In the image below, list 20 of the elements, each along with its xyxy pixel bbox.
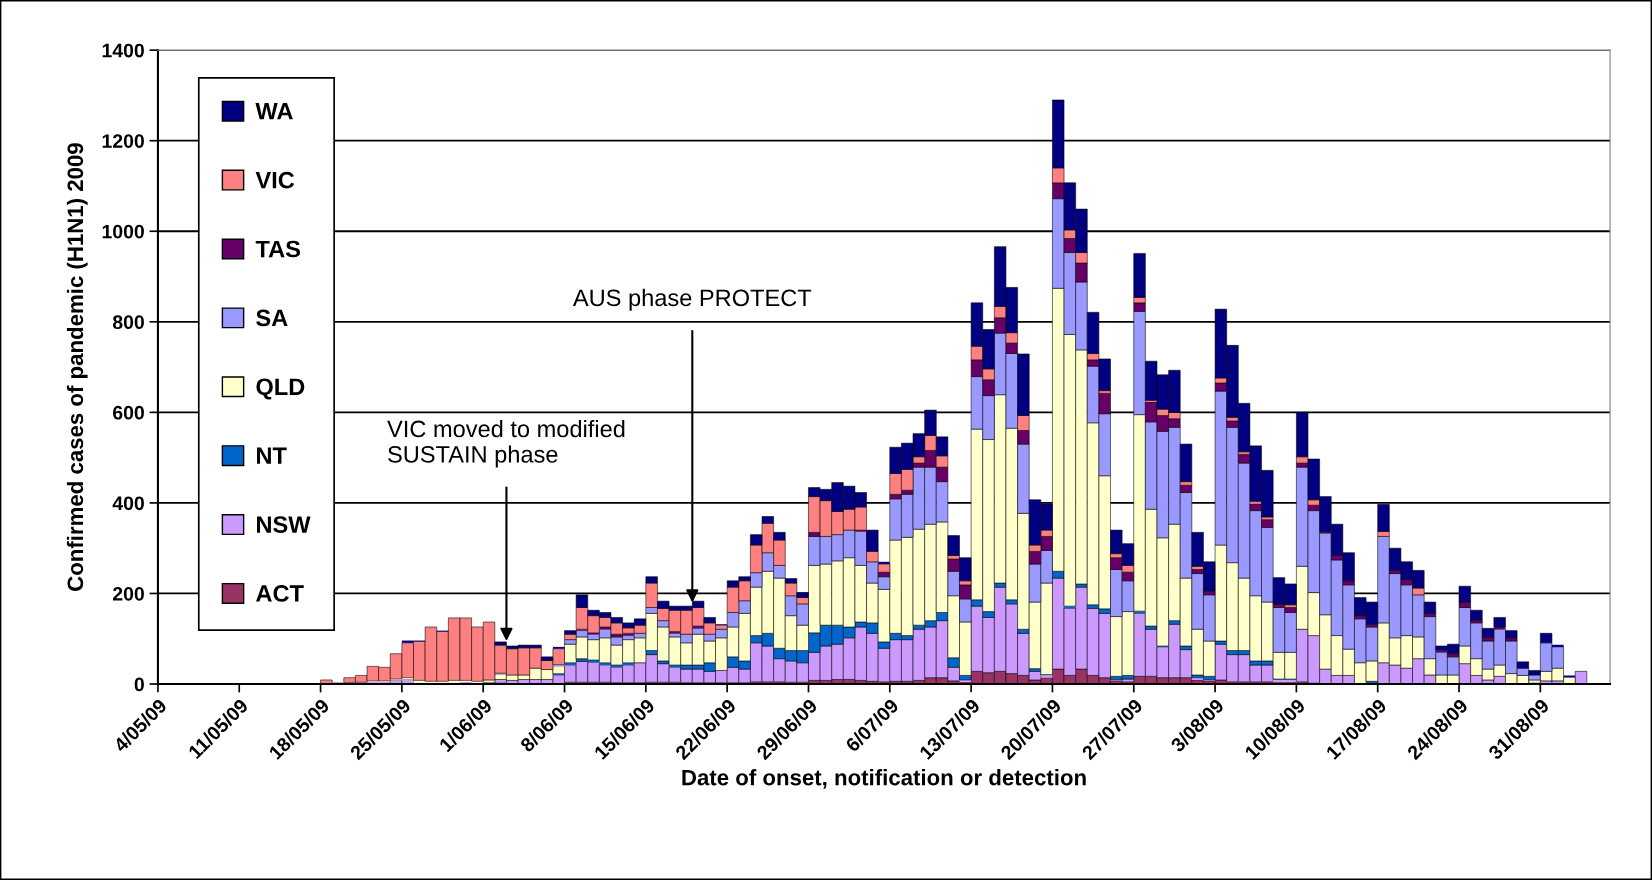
y-tick-label: 1200: [102, 134, 144, 148]
annotation: VIC moved to modified SUSTAIN phase: [387, 419, 625, 468]
legend-label: TAS: [255, 240, 301, 258]
legend-label: NSW: [257, 516, 311, 533]
legend-label: NT: [257, 447, 287, 464]
x-axis-title: Date of onset, notification or detection: [682, 769, 1086, 789]
y-tick-label: 400: [112, 496, 144, 511]
y-axis-title: Confirmed cases of pandemic (H1N1) 2009: [66, 143, 88, 591]
legend-label: ACT: [256, 585, 304, 602]
y-tick-label: 1400: [102, 43, 144, 58]
legend-label: SA: [256, 309, 288, 327]
y-tick-label: 1000: [102, 224, 144, 239]
y-tick-label: 0: [134, 677, 144, 692]
y-tick-label: 800: [112, 315, 144, 330]
y-tick-label: 600: [113, 405, 144, 420]
y-tick-label: 200: [112, 586, 144, 601]
legend-label: QLD: [256, 378, 305, 400]
legend-label: WA: [255, 103, 293, 120]
legend-label: VIC: [255, 171, 295, 189]
annotation: AUS phase PROTECT: [572, 288, 812, 311]
